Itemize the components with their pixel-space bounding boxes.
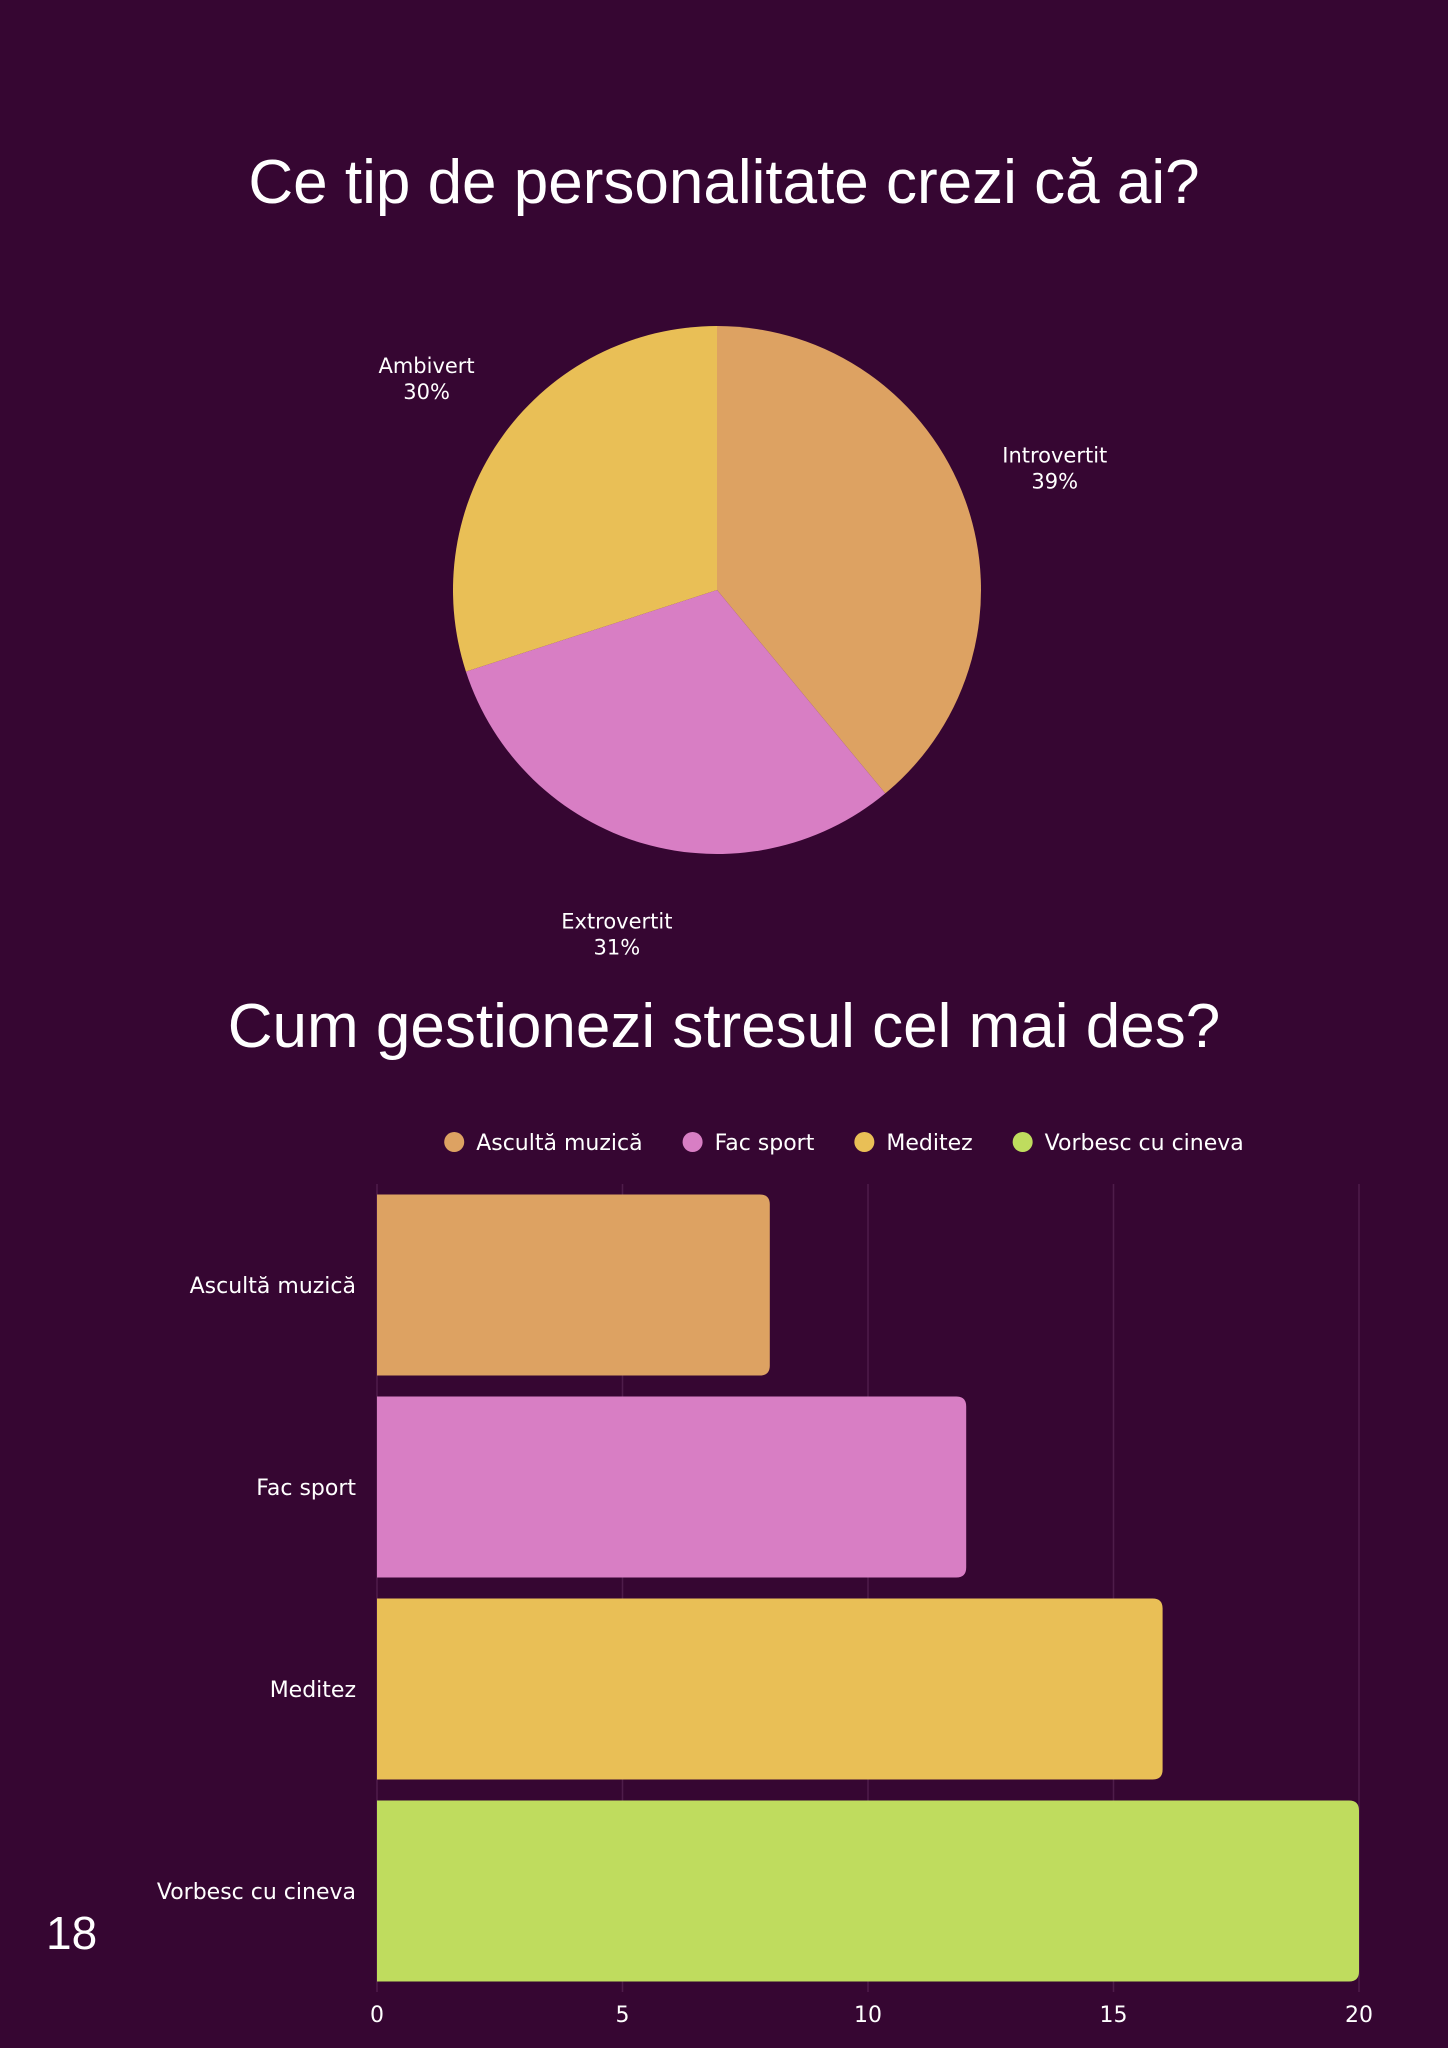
x-tick-label: 5 — [616, 2003, 630, 2028]
legend-swatch-vorbesc-cu-cineva — [1012, 1132, 1033, 1152]
x-tick-label: 0 — [370, 2003, 384, 2028]
bar-chart: 0 5 10 15 20 Ascultă muzică Fac sport Meditez Vo… — [157, 1131, 1373, 2028]
pie-value-label-introvertit: 39% — [1031, 469, 1078, 493]
legend-label-asculta-muzica: Ascultă muzică — [476, 1131, 642, 1156]
page-number: 18 — [46, 1907, 98, 1959]
legend-swatch-asculta-muzica — [444, 1132, 465, 1152]
y-category-label-meditez: Meditez — [270, 1678, 356, 1703]
legend: Ascultă muzică Fac sport Meditez Vorbesc cu… — [444, 1131, 1244, 1156]
legend-label-meditez: Meditez — [886, 1131, 972, 1156]
x-tick-label: 20 — [1345, 2003, 1373, 2028]
bar-fac-sport — [377, 1396, 967, 1578]
x-tick-label: 10 — [854, 2003, 882, 2028]
y-category-label-vorbesc-cu-cineva: Vorbesc cu cineva — [157, 1880, 356, 1905]
pie-chart-title: Ce tip de personalitate crezi că ai? — [248, 148, 1200, 217]
x-tick-label: 15 — [1100, 2003, 1128, 2028]
pie-slice-ambivert — [453, 326, 717, 672]
legend-label-fac-sport: Fac sport — [715, 1131, 815, 1156]
pie-value-label-ambivert: 30% — [403, 380, 450, 404]
pie-label-ambivert: Ambivert — [378, 354, 474, 378]
pie-value-label-extrovertit: 31% — [593, 936, 640, 960]
pie-slice-introvertit — [717, 326, 981, 794]
y-category-label-fac-sport: Fac sport — [256, 1476, 356, 1501]
bar-meditez — [377, 1598, 1163, 1780]
bar-asculta-muzica — [377, 1194, 770, 1376]
legend-label-vorbesc-cu-cineva: Vorbesc cu cineva — [1045, 1131, 1244, 1156]
pie-label-introvertit: Introvertit — [1002, 443, 1107, 467]
bar-vorbesc-cu-cineva — [377, 1800, 1359, 1982]
legend-swatch-fac-sport — [682, 1132, 703, 1152]
y-category-label-asculta-muzica: Ascultă muzică — [190, 1274, 356, 1299]
legend-swatch-meditez — [854, 1132, 875, 1152]
pie-slice-extrovertit — [465, 590, 886, 854]
pie-label-extrovertit: Extrovertit — [561, 910, 672, 934]
bar-chart-title: Cum gestionezi stresul cel mai des? — [227, 992, 1221, 1061]
